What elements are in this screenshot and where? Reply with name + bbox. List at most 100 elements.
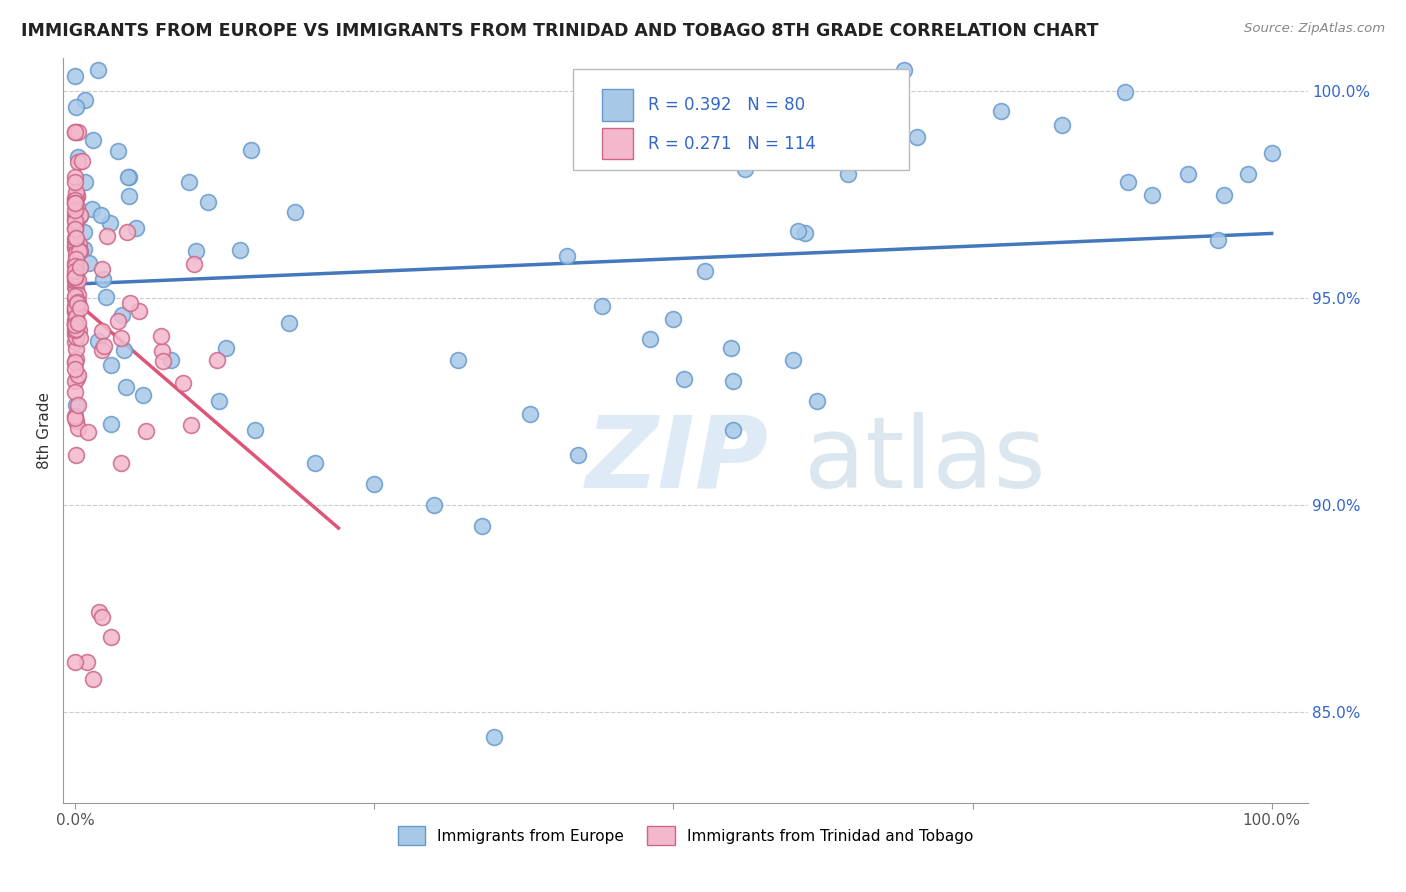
Point: [69, 208, 91, 222]
Point: [110, 331, 132, 345]
Point: [723, 424, 745, 438]
Point: [65, 214, 87, 228]
Point: [65, 196, 87, 211]
Point: [65, 267, 87, 281]
Point: [447, 353, 470, 368]
Point: [65, 282, 87, 296]
Point: [100, 417, 122, 431]
Point: [567, 448, 589, 462]
Point: [65, 409, 87, 423]
Point: [787, 224, 810, 238]
Point: [519, 407, 541, 421]
Point: [65, 313, 87, 327]
Point: [905, 130, 928, 145]
Point: [65, 297, 87, 311]
Point: [65, 342, 87, 356]
Point: [1116, 175, 1139, 189]
Point: [67, 421, 90, 435]
Point: [110, 457, 132, 471]
Point: [65, 362, 87, 376]
Bar: [602, 89, 633, 120]
Point: [82, 132, 104, 146]
Point: [67, 244, 90, 258]
Point: [66, 295, 89, 310]
Point: [117, 169, 139, 184]
Point: [886, 150, 908, 164]
Point: [73, 94, 96, 108]
Point: [734, 161, 756, 176]
Point: [66, 296, 89, 310]
Point: [423, 498, 446, 512]
Point: [91, 343, 114, 357]
Point: [65, 126, 87, 140]
Point: [65, 195, 87, 210]
Point: [66, 371, 89, 385]
Point: [1114, 85, 1136, 99]
Point: [65, 273, 87, 287]
Text: R = 0.271   N = 114: R = 0.271 N = 114: [648, 135, 815, 153]
Point: [111, 309, 134, 323]
Point: [65, 208, 87, 222]
Point: [65, 280, 87, 294]
Point: [65, 264, 87, 278]
Point: [1050, 119, 1073, 133]
Point: [65, 211, 87, 226]
Point: [80, 202, 103, 217]
Point: [73, 242, 96, 256]
Point: [112, 343, 135, 358]
Point: [65, 69, 87, 83]
Point: [482, 730, 505, 744]
Point: [65, 302, 87, 317]
Point: [65, 318, 87, 333]
Point: [65, 299, 87, 313]
Point: [177, 174, 200, 188]
Point: [65, 318, 87, 332]
Point: [65, 203, 87, 218]
Point: [65, 175, 87, 189]
Point: [1206, 233, 1229, 247]
Point: [65, 235, 87, 249]
Point: [65, 411, 87, 425]
Point: [65, 231, 87, 245]
Point: [67, 316, 90, 330]
Point: [65, 259, 87, 273]
Point: [173, 376, 195, 391]
Point: [65, 239, 87, 253]
Point: [65, 221, 87, 235]
Point: [638, 332, 661, 346]
Point: [65, 220, 87, 235]
Point: [77, 425, 100, 439]
Point: [65, 449, 87, 463]
Point: [75, 174, 97, 188]
Text: Source: ZipAtlas.com: Source: ZipAtlas.com: [1244, 22, 1385, 36]
Point: [65, 305, 87, 319]
Point: [93, 338, 115, 352]
Point: [65, 375, 87, 389]
Point: [65, 301, 87, 316]
Text: ZIP: ZIP: [586, 412, 769, 508]
Point: [65, 655, 87, 669]
Point: [150, 329, 173, 343]
Y-axis label: 8th Grade: 8th Grade: [37, 392, 52, 469]
Point: [82, 672, 104, 686]
Point: [794, 226, 817, 240]
Text: R = 0.392   N = 80: R = 0.392 N = 80: [648, 96, 806, 114]
Point: [65, 398, 87, 412]
Point: [65, 185, 87, 199]
Point: [65, 289, 87, 303]
Point: [128, 304, 150, 318]
Point: [66, 189, 89, 203]
Point: [65, 269, 87, 284]
Point: [118, 169, 141, 184]
Point: [65, 355, 87, 369]
Point: [65, 252, 87, 266]
Point: [66, 287, 89, 301]
Point: [65, 355, 87, 369]
Point: [65, 214, 87, 228]
Point: [90, 609, 112, 624]
Point: [180, 418, 202, 433]
Point: [115, 225, 138, 239]
Point: [665, 137, 688, 152]
Point: [98, 216, 121, 230]
Point: [65, 293, 87, 307]
